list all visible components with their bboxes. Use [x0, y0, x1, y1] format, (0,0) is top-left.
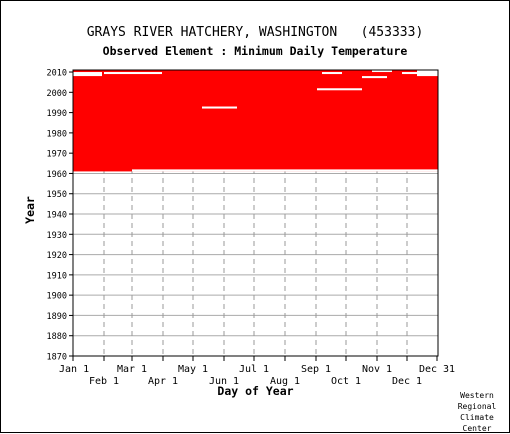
- missing-data-gap: [417, 70, 438, 77]
- missing-data-gap: [372, 70, 392, 73]
- y-tick-label: 1920: [47, 251, 67, 261]
- y-tick-label: 1880: [47, 332, 67, 342]
- x-tick-label: Dec 31: [419, 364, 455, 375]
- missing-data-gap: [362, 76, 387, 79]
- x-tick-label: Feb 1: [89, 376, 119, 387]
- chart-title: GRAYS RIVER HATCHERY, WASHINGTON (453333…: [86, 25, 424, 40]
- y-tick-label: 2000: [47, 89, 67, 99]
- missing-data-gap: [73, 72, 102, 77]
- credit-line-3: Climate: [460, 413, 494, 422]
- x-tick-label: Jun 1: [209, 376, 239, 387]
- x-tick-label: Aug 1: [270, 376, 300, 387]
- y-tick-label: 1960: [47, 170, 67, 180]
- y-tick-label: 1940: [47, 211, 67, 221]
- x-tick-label: May 1: [178, 364, 208, 375]
- credit-line-4: Center: [462, 424, 492, 433]
- missing-data-gap: [322, 72, 342, 75]
- x-tick-label: Sep 1: [301, 364, 331, 375]
- x-axis-label: Day of Year: [217, 384, 293, 398]
- wrcc-credit: Western Regional Climate Center: [449, 390, 505, 434]
- y-tick-label: 1910: [47, 271, 67, 281]
- y-tick-label: 1870: [47, 353, 67, 363]
- chart-subtitle: Observed Element : Minimum Daily Tempera…: [102, 44, 408, 58]
- y-tick-label: 2010: [47, 69, 67, 79]
- x-tick-label: Jul 1: [239, 364, 269, 375]
- x-tick-label: Dec 1: [392, 376, 422, 387]
- missing-data-gap: [402, 72, 417, 75]
- x-tick-label: Mar 1: [117, 364, 147, 375]
- observed-data-block: [73, 70, 438, 172]
- credit-line-1: Western: [460, 391, 494, 400]
- y-tick-label: 1900: [47, 292, 67, 302]
- y-tick-label: 1980: [47, 129, 67, 139]
- credit-line-2: Regional: [457, 402, 497, 411]
- x-tick-label: Apr 1: [148, 376, 178, 387]
- y-axis-label: Year: [23, 196, 37, 224]
- y-tick-label: 1970: [47, 150, 67, 160]
- x-tick-label: Oct 1: [331, 376, 361, 387]
- plot-border: [72, 69, 439, 357]
- y-tick-label: 1890: [47, 312, 67, 322]
- y-tick-label: 1950: [47, 190, 67, 200]
- y-tick-label: 1930: [47, 231, 67, 241]
- y-tick-label: 1990: [47, 109, 67, 119]
- x-tick-label: Nov 1: [362, 364, 392, 375]
- missing-data-gap: [202, 106, 237, 109]
- missing-data-gap: [317, 88, 362, 91]
- missing-data-gap: [132, 169, 438, 172]
- missing-data-gap: [104, 72, 162, 75]
- x-tick-label: Jan 1: [59, 364, 89, 375]
